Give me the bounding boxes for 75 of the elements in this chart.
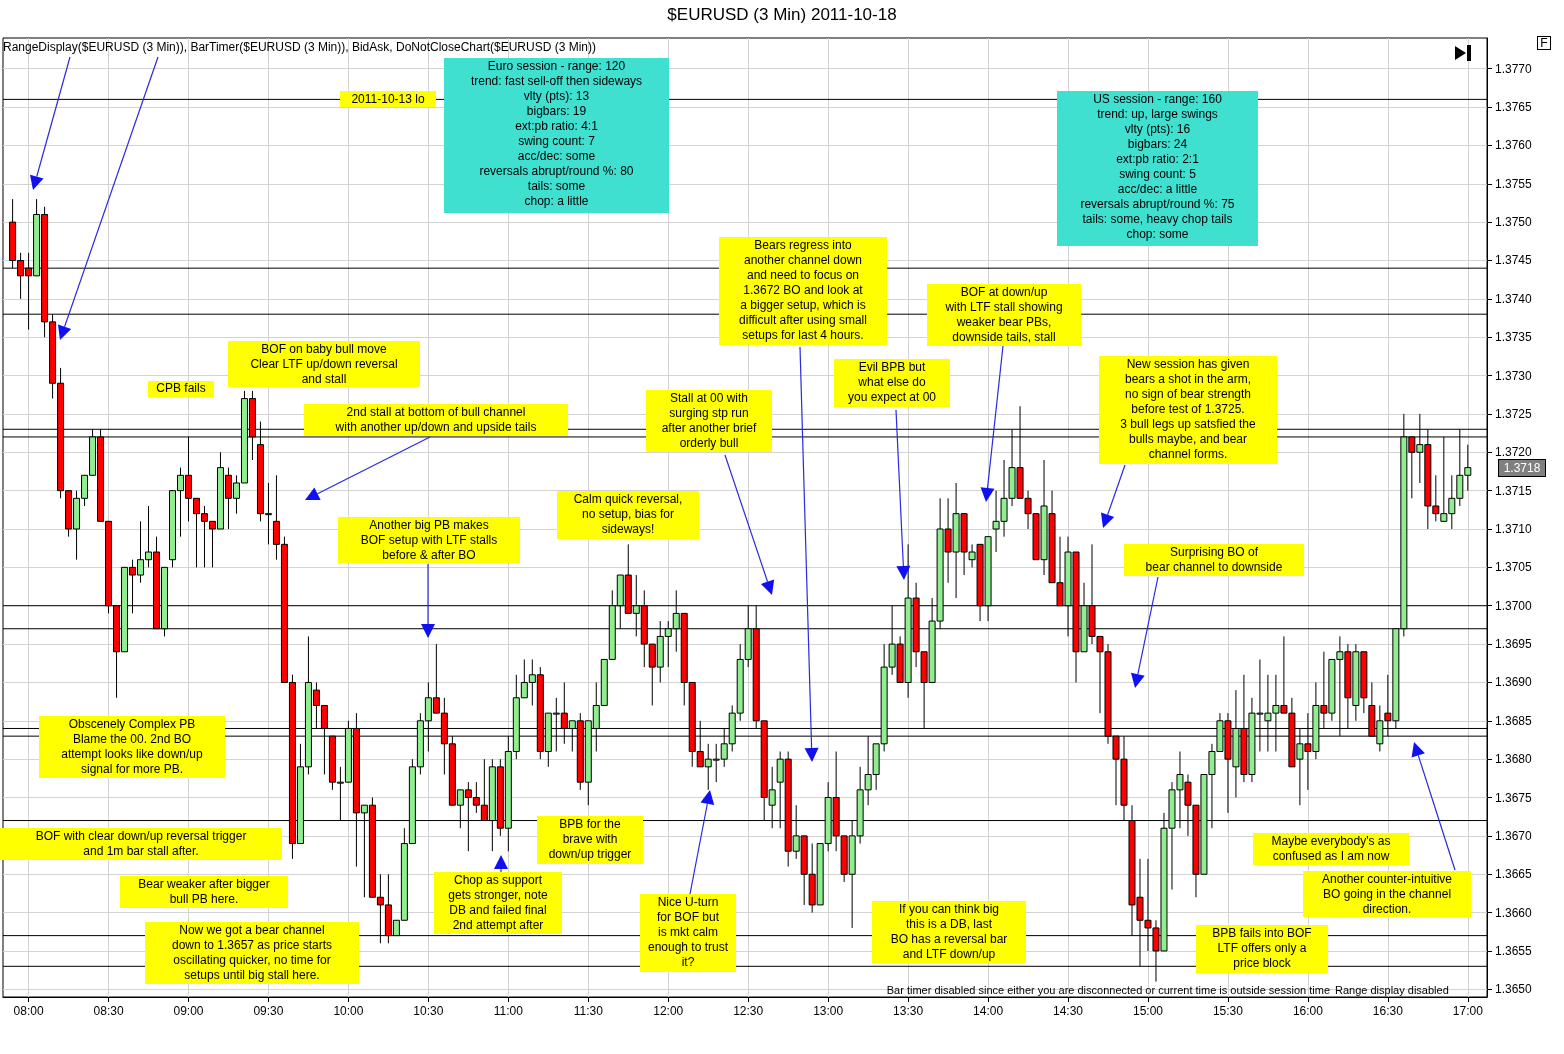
y-tick-label: 1.3720 bbox=[1495, 445, 1533, 460]
x-tick-label: 12:30 bbox=[733, 1004, 764, 1018]
chart-title: $EURUSD (3 Min) 2011-10-18 bbox=[666, 5, 898, 25]
note-box: 2nd stall at bottom of bull channel with another up/down and upside tails bbox=[304, 404, 568, 436]
y-tick-label: 1.3695 bbox=[1495, 637, 1533, 652]
annotation: Bar timer disabled since either you are disconnected or current time is outside session time bbox=[885, 984, 1330, 997]
note-box: Nice U-turn for BOF but is mkt calm enough to trust it? bbox=[640, 894, 736, 972]
note-box: Another counter-intuitive BO going in the channel direction. bbox=[1303, 871, 1471, 917]
note-box: Now we got a bear channel down to 1.3657 as price starts oscillating quicker, no time for setups until big stall here. bbox=[145, 922, 359, 984]
note-box: Calm quick reversal, no setup, bias for sideways! bbox=[557, 491, 699, 539]
note-box: US session - range: 160 trend: up, large swings vlty (pts): 16 bigbars: 24 ext:pb ratio: 2:1 swing count: 5 acc/dec: a little reversals abrupt/round %: 75 tails: some, heavy chop tails chop: some bbox=[1057, 91, 1258, 246]
x-tick-label: 10:00 bbox=[333, 1004, 364, 1018]
y-tick-label: 1.3745 bbox=[1495, 253, 1533, 268]
x-tick-label: 09:00 bbox=[173, 1004, 204, 1018]
y-tick-label: 1.3685 bbox=[1495, 713, 1533, 728]
note-box: Obscenely Complex PB Blame the 00. 2nd BO attempt looks like down/up signal for more PB. bbox=[39, 716, 225, 778]
note-box: F bbox=[1537, 36, 1551, 50]
note-box: Euro session - range: 120 trend: fast sell-off then sideways vlty (pts): 13 bigbars: 19 ext:pb ratio: 4:1 swing count: 7 acc/dec: some reversals abrupt/round %: 80 tails: some chop: a little bbox=[444, 58, 669, 213]
note-box: Bear weaker after bigger bull PB here. bbox=[120, 876, 288, 908]
x-tick-label: 15:00 bbox=[1132, 1004, 1164, 1018]
y-tick-label: 1.3735 bbox=[1495, 330, 1533, 345]
y-tick-label: 1.3690 bbox=[1495, 675, 1533, 690]
note-box: Surprising BO of bear channel to downside bbox=[1124, 544, 1304, 576]
x-tick-label: 17:00 bbox=[1452, 1004, 1484, 1018]
note-box: Evil BPB but what else do you expect at 00 bbox=[834, 359, 950, 407]
note-box: BOF with clear down/up reversal trigger and 1m bar stall after. bbox=[0, 828, 282, 860]
y-tick-label: 1.3770 bbox=[1495, 61, 1533, 76]
y-tick-label: 1.3650 bbox=[1495, 982, 1533, 997]
note-box: 1.3718 bbox=[1498, 459, 1546, 477]
note-box: Another big PB makes BOF setup with LTF stalls before & after BO bbox=[338, 517, 520, 563]
y-tick-label: 1.3680 bbox=[1495, 752, 1533, 767]
y-tick-label: 1.3710 bbox=[1495, 522, 1533, 537]
y-tick-label: 1.3670 bbox=[1495, 828, 1533, 843]
y-tick-label: 1.3750 bbox=[1495, 215, 1533, 230]
note-box: CPB fails bbox=[148, 381, 214, 397]
x-tick-label: 16:00 bbox=[1292, 1004, 1324, 1018]
x-tick-label: 09:30 bbox=[253, 1004, 284, 1018]
y-tick-label: 1.3700 bbox=[1495, 598, 1533, 613]
y-tick-label: 1.3760 bbox=[1495, 138, 1533, 153]
y-tick-label: 1.3755 bbox=[1495, 176, 1533, 191]
y-tick-label: 1.3675 bbox=[1495, 790, 1533, 805]
x-tick-label: 08:00 bbox=[13, 1004, 44, 1018]
note-box: Stall at 00 with surging stp run after another brief orderly bull bbox=[646, 390, 772, 452]
x-tick-label: 16:30 bbox=[1372, 1004, 1404, 1018]
note-box: BPB fails into BOF LTF offers only a price block bbox=[1196, 925, 1328, 973]
y-tick-label: 1.3740 bbox=[1495, 291, 1533, 306]
x-tick-label: 15:30 bbox=[1212, 1004, 1244, 1018]
y-tick-label: 1.3655 bbox=[1495, 943, 1533, 958]
note-box: If you can think big this is a DB, last BO has a reversal bar and LTF down/up bbox=[872, 901, 1026, 963]
note-box: Chop as support gets stronger, note DB and failed final 2nd attempt after bbox=[434, 872, 562, 934]
note-box: BOF at down/up with LTF stall showing weaker bear PBs, downside tails, stall bbox=[927, 284, 1081, 346]
x-tick-label: 13:00 bbox=[813, 1004, 844, 1018]
y-tick-label: 1.3705 bbox=[1495, 560, 1533, 575]
note-box: Maybe everybody's as confused as I am now bbox=[1253, 833, 1409, 865]
note-box: New session has given bears a shot in the arm, no sign of bear strength before test of 1.3725. 3 bull legs up satsfied the bulls maybe, and bear channel forms. bbox=[1099, 356, 1277, 464]
x-tick-label: 10:30 bbox=[413, 1004, 444, 1018]
annotation: Range display disabled bbox=[1335, 984, 1450, 997]
x-tick-label: 13:30 bbox=[893, 1004, 924, 1018]
x-tick-label: 11:30 bbox=[573, 1004, 604, 1018]
y-tick-label: 1.3665 bbox=[1495, 867, 1533, 882]
chart-subtitle: RangeDisplay($EURUSD (3 Min)), BarTimer($EURUSD (3 Min)), BidAsk, DoNotCloseChart($EURUSD (3 Min)) bbox=[3, 40, 597, 54]
y-tick-label: 1.3765 bbox=[1495, 100, 1533, 115]
y-tick-label: 1.3725 bbox=[1495, 406, 1533, 421]
note-box: Bears regress into another channel down and need to focus on 1.3672 BO and look at a bigger setup, which is difficult after using small setups for last 4 hours. bbox=[719, 237, 887, 345]
note-box: BOF on baby bull move Clear LTF up/down reversal and stall bbox=[228, 341, 420, 387]
x-tick-label: 11:00 bbox=[493, 1004, 524, 1018]
y-tick-label: 1.3660 bbox=[1495, 905, 1533, 920]
y-tick-label: 1.3715 bbox=[1495, 483, 1533, 498]
y-tick-label: 1.3730 bbox=[1495, 368, 1533, 383]
ref-line-label: 2011-10-13 lo bbox=[340, 91, 436, 108]
x-tick-label: 12:00 bbox=[653, 1004, 684, 1018]
x-tick-label: 08:30 bbox=[93, 1004, 124, 1018]
x-tick-label: 14:30 bbox=[1053, 1004, 1084, 1018]
note-box: BPB for the brave with down/up trigger bbox=[537, 816, 643, 864]
x-tick-label: 14:00 bbox=[973, 1004, 1004, 1018]
